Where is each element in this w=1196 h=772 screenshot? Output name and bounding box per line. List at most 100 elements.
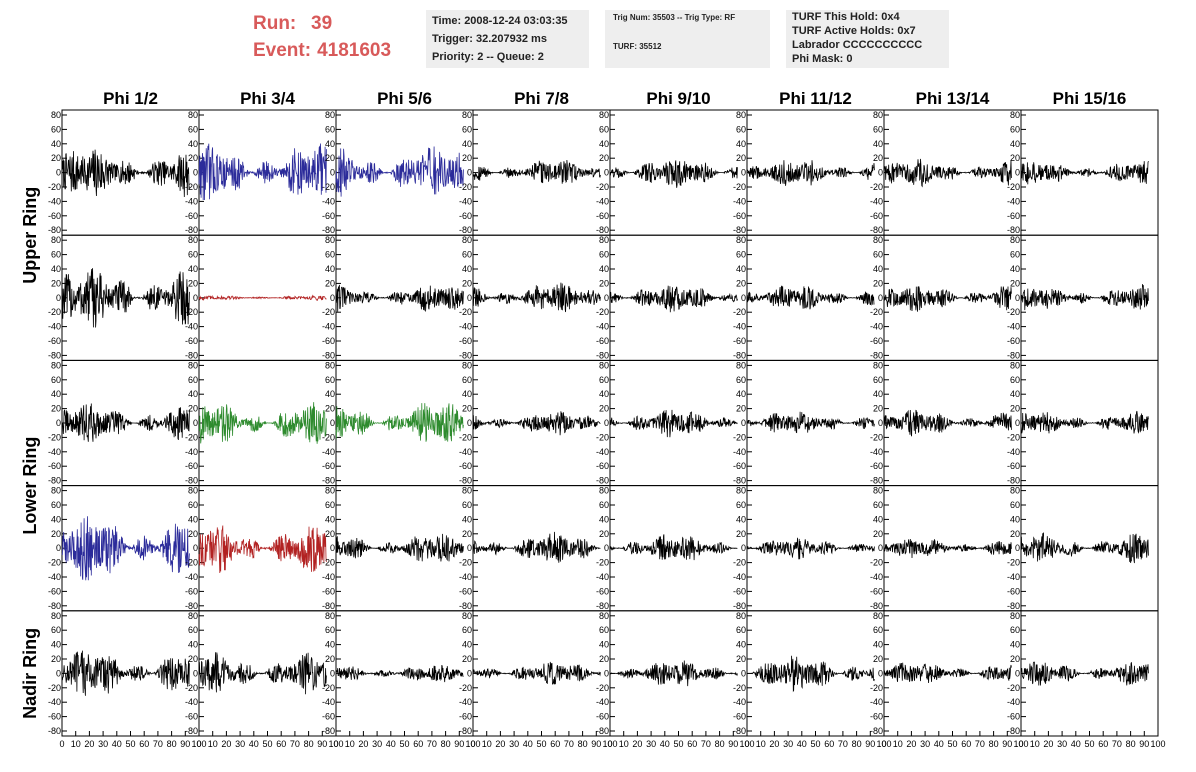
y-tick-label: -60 (870, 336, 883, 346)
y-tick-label: 0 (56, 293, 61, 303)
y-tick-label: 80 (599, 110, 609, 120)
y-tick-label: 0 (467, 168, 472, 178)
x-tick-label: 100 (1150, 739, 1165, 749)
y-tick-label: -80 (459, 726, 472, 736)
y-tick-label: 60 (325, 500, 335, 510)
x-tick-label: 0 (470, 739, 475, 749)
y-tick-label: -20 (870, 683, 883, 693)
y-tick-label: -60 (1007, 712, 1020, 722)
y-tick-label: 60 (736, 124, 746, 134)
x-tick-label: 70 (701, 739, 711, 749)
y-tick-label: 80 (51, 360, 61, 370)
y-tick-label: 60 (736, 250, 746, 260)
y-tick-label: 60 (462, 625, 472, 635)
x-tick-label: 0 (333, 739, 338, 749)
column-header: Phi 3/4 (240, 89, 295, 108)
waveform-trace (198, 143, 327, 201)
y-tick-label: 20 (1010, 529, 1020, 539)
y-tick-label: -20 (459, 558, 472, 568)
y-tick-label: 40 (873, 514, 883, 524)
y-tick-label: 80 (462, 360, 472, 370)
waveform-trace (1020, 532, 1149, 564)
x-tick-label: 80 (1126, 739, 1136, 749)
y-tick-label: 0 (878, 168, 883, 178)
y-tick-label: -20 (185, 432, 198, 442)
y-tick-label: 80 (1010, 235, 1020, 245)
y-tick-label: -20 (733, 683, 746, 693)
y-tick-label: -20 (322, 307, 335, 317)
y-tick-label: -60 (322, 461, 335, 471)
y-tick-label: -80 (1007, 476, 1020, 486)
turf-active-text: TURF Active Holds: 0x7 (792, 25, 916, 37)
y-tick-label: 80 (599, 360, 609, 370)
y-tick-label: 60 (51, 625, 61, 635)
y-tick-label: -80 (185, 476, 198, 486)
y-tick-label: 0 (878, 668, 883, 678)
y-tick-label: -20 (1007, 683, 1020, 693)
y-tick-label: -20 (870, 307, 883, 317)
y-tick-label: 80 (188, 360, 198, 370)
x-tick-label: 80 (578, 739, 588, 749)
y-tick-label: 20 (736, 153, 746, 163)
y-tick-label: 80 (51, 235, 61, 245)
y-tick-label: 0 (878, 293, 883, 303)
y-tick-label: -20 (1007, 432, 1020, 442)
y-tick-label: -20 (322, 182, 335, 192)
y-tick-label: -60 (322, 336, 335, 346)
waveform-trace (609, 285, 738, 313)
column-header: Phi 7/8 (514, 89, 569, 108)
y-tick-label: 40 (51, 264, 61, 274)
y-tick-label: 40 (462, 514, 472, 524)
y-tick-label: -20 (322, 683, 335, 693)
y-tick-label: 0 (604, 543, 609, 553)
x-tick-label: 10 (482, 739, 492, 749)
y-tick-label: -60 (1007, 336, 1020, 346)
y-tick-label: -20 (596, 182, 609, 192)
x-tick-label: 70 (838, 739, 848, 749)
y-tick-label: 40 (188, 139, 198, 149)
y-tick-label: -40 (596, 447, 609, 457)
time-text: Time: 2008-12-24 03:03:35 (432, 15, 568, 27)
y-tick-label: -80 (596, 476, 609, 486)
y-tick-label: 80 (188, 486, 198, 496)
y-tick-label: -40 (596, 697, 609, 707)
x-tick-label: 100 (328, 739, 343, 749)
y-tick-label: 80 (51, 611, 61, 621)
y-tick-label: 60 (873, 500, 883, 510)
y-tick-label: -60 (185, 211, 198, 221)
y-tick-label: -20 (48, 182, 61, 192)
y-tick-label: 20 (1010, 278, 1020, 288)
x-tick-label: 40 (523, 739, 533, 749)
y-tick-label: -40 (48, 697, 61, 707)
y-tick-label: 60 (736, 625, 746, 635)
y-tick-label: -80 (459, 476, 472, 486)
x-tick-label: 60 (961, 739, 971, 749)
y-tick-label: -60 (596, 586, 609, 596)
x-tick-label: 50 (262, 739, 272, 749)
y-tick-label: 60 (188, 500, 198, 510)
y-tick-label: 60 (462, 375, 472, 385)
y-tick-label: 60 (325, 250, 335, 260)
y-tick-label: 20 (325, 404, 335, 414)
y-tick-label: -20 (733, 558, 746, 568)
y-tick-label: -40 (870, 697, 883, 707)
y-tick-label: 40 (325, 264, 335, 274)
y-tick-label: 20 (51, 153, 61, 163)
x-tick-label: 80 (852, 739, 862, 749)
y-tick-label: 20 (51, 529, 61, 539)
x-tick-label: 60 (139, 739, 149, 749)
x-tick-label: 60 (1098, 739, 1108, 749)
y-tick-label: -80 (733, 601, 746, 611)
y-tick-label: -40 (733, 697, 746, 707)
y-tick-label: -60 (733, 336, 746, 346)
y-tick-label: 0 (878, 418, 883, 428)
y-tick-label: 20 (462, 153, 472, 163)
x-tick-label: 50 (399, 739, 409, 749)
y-tick-label: -40 (322, 697, 335, 707)
y-tick-label: 0 (56, 418, 61, 428)
y-tick-label: -40 (185, 322, 198, 332)
y-tick-label: 20 (325, 153, 335, 163)
y-tick-label: -40 (459, 322, 472, 332)
x-tick-label: 80 (715, 739, 725, 749)
